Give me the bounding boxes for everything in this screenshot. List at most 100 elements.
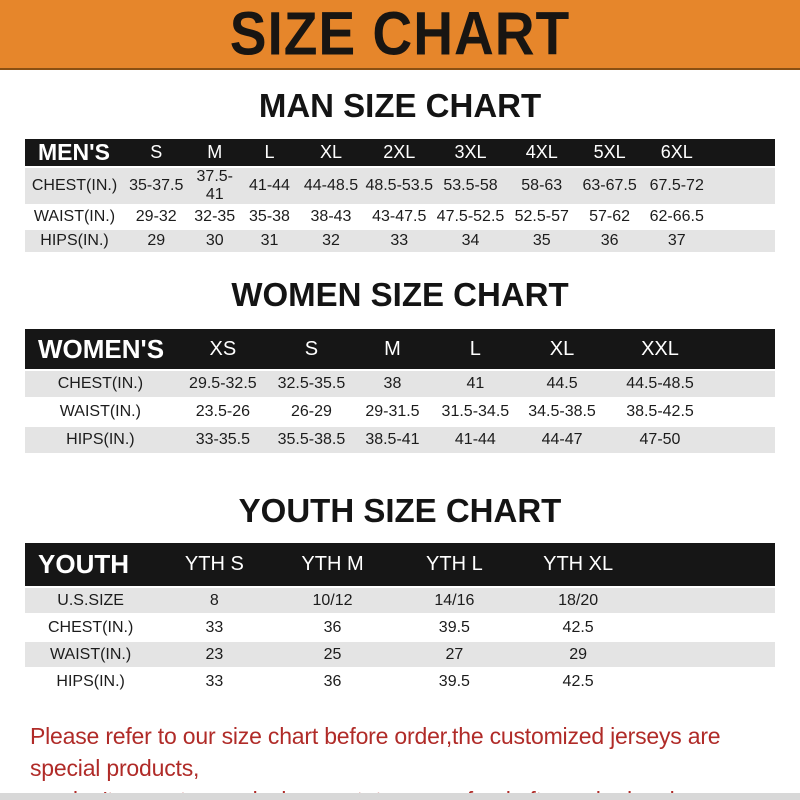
section-heading-men: MAN SIZE CHART — [258, 87, 542, 124]
section-men: MAN SIZE CHART MEN'S S M L XL 2XL 3XL 4XL 5XL 6XL… — [0, 88, 800, 254]
size-cell: 29 — [569, 645, 588, 663]
size-cell: 30 — [205, 232, 224, 249]
size-cell: 31.5-34.5 — [441, 403, 510, 420]
filler-cell — [715, 370, 775, 398]
row-label: HIPS(IN.) — [56, 672, 125, 690]
row-label: WAIST(IN.) — [33, 208, 116, 225]
header-row: MEN'S S M L XL 2XL 3XL 4XL 5XL 6XL — [25, 139, 775, 168]
table-row: HIPS(IN.) 33-35.5 35.5-38.5 38.5-41 41-44 44-… — [25, 426, 775, 454]
size-cell: 36 — [600, 232, 619, 249]
size-cell: 48.5-53.5 — [365, 177, 434, 194]
size-cell: 35-38 — [249, 208, 290, 225]
column-header: XS — [175, 329, 270, 371]
table-row: CHEST(IN.) 33 36 39.5 42.5 — [25, 614, 775, 641]
size-cell: 47.5-52.5 — [436, 208, 505, 225]
size-cell: 32 — [322, 232, 340, 249]
size-cell: 38.5-42.5 — [626, 403, 694, 420]
size-cell: 44-48.5 — [303, 177, 359, 194]
size-cell: 33-35.5 — [195, 431, 250, 448]
table-row: CHEST(IN.) 35-37.5 37.5-41 41-44 44-48.5 48.5… — [25, 167, 775, 205]
size-cell: 37 — [667, 232, 686, 249]
column-header: 3XL — [434, 139, 507, 168]
filler-cell — [640, 543, 775, 588]
column-header: S — [269, 329, 353, 371]
size-cell: 31 — [260, 232, 279, 249]
size-cell: 44-47 — [541, 431, 583, 448]
size-cell: 29-32 — [135, 208, 177, 225]
size-cell: 8 — [209, 591, 219, 609]
row-label: WAIST(IN.) — [50, 645, 132, 663]
size-cell: 63-67.5 — [582, 177, 637, 194]
size-cell: 36 — [323, 618, 342, 636]
size-cell: 35 — [532, 232, 551, 249]
size-cell: 33 — [205, 672, 224, 690]
size-cell: 67.5-72 — [649, 177, 704, 194]
filler-cell — [711, 167, 775, 205]
women-size-table: WOMEN'S XS S M L XL XXL CHEST(IN.) 29.5-32.5 32.5… — [0, 329, 800, 455]
filler-cell — [711, 205, 775, 229]
filler-cell — [640, 641, 775, 668]
section-women: WOMEN SIZE CHART WOMEN'S XS S M L XL XXL CHEST(… — [0, 277, 800, 455]
banner-title: SIZE CHART — [229, 0, 571, 68]
filler-cell — [640, 587, 775, 614]
table-row: HIPS(IN.) 29 30 31 32 33 34 35 36 37 — [25, 229, 775, 253]
size-cell: 23 — [205, 645, 224, 663]
column-header: S — [124, 139, 189, 168]
filler-cell — [711, 229, 775, 253]
size-cell: 47-50 — [639, 431, 681, 448]
size-cell: 34 — [461, 232, 480, 249]
table-row: U.S.SIZE 8 10/12 14/16 18/20 — [25, 587, 775, 614]
size-cell: 33 — [205, 618, 224, 636]
column-header: 6XL — [642, 139, 712, 168]
size-cell: 27 — [445, 645, 464, 663]
column-header: YTH S — [156, 543, 273, 588]
disclaimer: Please refer to our size chart before or… — [30, 720, 782, 800]
size-table: MEN'S S M L XL 2XL 3XL 4XL 5XL 6XL CHEST(IN.) 35-37… — [25, 139, 775, 254]
size-cell: 32-35 — [194, 208, 236, 225]
bottom-strip — [0, 793, 800, 800]
column-header: M — [188, 139, 241, 168]
table-header-label: WOMEN'S — [25, 329, 176, 371]
size-cell: 52.5-57 — [514, 208, 569, 225]
column-header: 2XL — [364, 139, 435, 168]
size-cell: 38 — [383, 375, 402, 392]
size-cell: 10/12 — [312, 591, 353, 609]
section-heading-women: WOMEN SIZE CHART — [231, 276, 569, 313]
column-header: XL — [518, 329, 606, 371]
size-cell: 42.5 — [562, 672, 594, 690]
table-row: WAIST(IN.) 23 25 27 29 — [25, 641, 775, 668]
row-label: WAIST(IN.) — [59, 403, 141, 420]
size-cell: 41 — [466, 375, 485, 392]
size-cell: 37.5-41 — [196, 168, 233, 203]
size-cell: 43-47.5 — [372, 208, 427, 225]
column-header: YTH M — [272, 543, 393, 588]
column-header: XXL — [605, 329, 715, 371]
column-header: 4XL — [506, 139, 577, 168]
table-header-label: YOUTH — [25, 543, 157, 588]
filler-cell — [640, 668, 775, 695]
table-row: WAIST(IN.) 29-32 32-35 35-38 38-43 43-47.5 47.… — [25, 205, 775, 229]
column-header: 5XL — [576, 139, 643, 168]
banner: SIZE CHART — [0, 0, 800, 70]
youth-size-table: YOUTH YTH S YTH M YTH L YTH XL U.S.SIZE 8 10/12… — [0, 543, 800, 696]
size-cell: 36 — [323, 672, 342, 690]
size-cell: 35-37.5 — [129, 177, 184, 194]
size-cell: 29 — [147, 232, 166, 249]
row-label: HIPS(IN.) — [40, 232, 109, 249]
section-heading-youth: YOUTH SIZE CHART — [238, 492, 562, 529]
row-label: U.S.SIZE — [57, 591, 124, 609]
table-row: CHEST(IN.) 29.5-32.5 32.5-35.5 38 41 44.5 44.5… — [25, 370, 775, 398]
size-cell: 53.5-58 — [443, 177, 498, 194]
filler-cell — [711, 139, 775, 168]
disclaimer-line-1: Please refer to our size chart before or… — [30, 723, 721, 781]
size-cell: 34.5-38.5 — [528, 403, 596, 420]
size-cell: 32.5-35.5 — [277, 375, 346, 392]
section-youth: YOUTH SIZE CHART YOUTH YTH S YTH M YTH L YTH… — [0, 493, 800, 696]
size-cell: 29-31.5 — [365, 403, 420, 420]
size-table: WOMEN'S XS S M L XL XXL CHEST(IN.) 29.5-32.5 32.5… — [25, 329, 775, 455]
row-label: HIPS(IN.) — [66, 431, 135, 448]
size-cell: 41-44 — [249, 177, 290, 194]
size-cell: 38-43 — [310, 208, 352, 225]
row-label: CHEST(IN.) — [47, 618, 134, 636]
